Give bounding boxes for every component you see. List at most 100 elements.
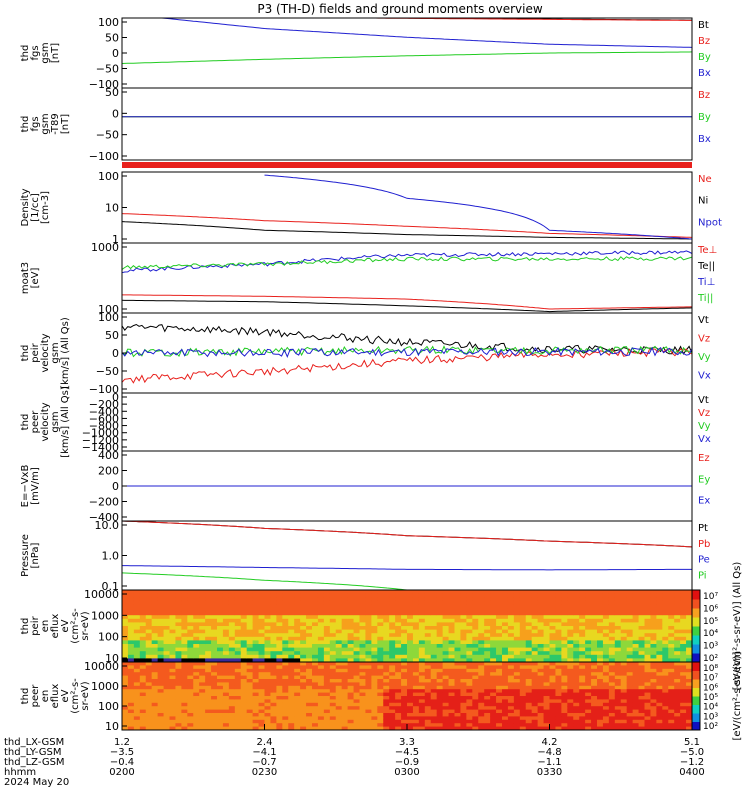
legend-vx: Vx xyxy=(698,434,711,445)
x-tick-value: 2.4 xyxy=(257,737,273,748)
x-tick-value: −4.1 xyxy=(252,747,276,758)
y-tick-label: 1000 xyxy=(91,680,119,693)
legend-pb: Pb xyxy=(698,539,710,550)
y-axis-label: thd xyxy=(20,618,31,635)
y-tick-label: −50 xyxy=(96,129,119,142)
legend-ez: Ez xyxy=(698,453,710,464)
spectrogram xyxy=(122,662,693,731)
y-axis-label: peer xyxy=(30,410,41,434)
x-tick-value: 3.3 xyxy=(399,737,415,748)
panel-8: 10.0 1.0 0.1 Pressure [nPa] Pt Pb Pe Pi xyxy=(20,519,710,593)
x-row-label: hhmm xyxy=(4,767,36,778)
x-row-label: thd_LX-GSM xyxy=(4,737,64,748)
y-tick-label: 10 xyxy=(105,202,119,215)
series-line-pi xyxy=(121,572,692,591)
y-tick-label: −1200 xyxy=(82,434,119,447)
colorbar-tick-label: 10⁴ xyxy=(703,703,718,713)
legend-ni: Ni xyxy=(698,196,708,207)
y-axis-label: gsm xyxy=(50,411,61,432)
y-axis-label: [nT] xyxy=(50,43,61,63)
y-axis-label: gsm xyxy=(50,342,61,363)
y-axis-label: [mV/m] xyxy=(30,467,41,505)
y-tick-label: −1400 xyxy=(82,441,119,454)
x-tick-value: −0.9 xyxy=(395,757,419,768)
y-tick-label: −50 xyxy=(96,365,119,378)
colorbar-tick-label: 10⁸ xyxy=(703,664,718,674)
y-axis-label: [km/s] (All Qs) xyxy=(60,317,71,389)
x-tick-value: 0230 xyxy=(252,767,277,778)
y-axis-label: thd xyxy=(20,414,31,431)
legend-vz: Vz xyxy=(698,334,710,345)
legend-te: Te|| xyxy=(697,261,715,272)
series-line-vz xyxy=(121,347,693,384)
y-axis-label: [eV] xyxy=(30,268,41,289)
legend-vt: Vt xyxy=(698,395,709,406)
colorbar-tick-label: 10⁷ xyxy=(703,592,718,602)
series-line-te xyxy=(122,294,693,310)
series-line-ti xyxy=(121,250,693,274)
legend-te: Te⊥ xyxy=(697,245,717,256)
y-axis-label: E=−VxB xyxy=(20,465,31,508)
y-tick-label: 100 xyxy=(98,303,119,316)
y-axis-label: peir xyxy=(30,342,41,362)
y-tick-label: 0 xyxy=(112,107,119,120)
y-tick-label: −100 xyxy=(89,383,119,396)
y-axis-label: (cm²-s- xyxy=(70,608,81,644)
legend-bt: Bt xyxy=(698,20,709,31)
colorbar-tick-label: 10⁵ xyxy=(703,617,718,627)
panel-4: 1000 100 moat3 [eV] Te⊥ Te|| Ti⊥ Ti|| xyxy=(20,241,717,316)
y-axis-label: velocity xyxy=(40,333,51,372)
y-tick-label: −200 xyxy=(89,496,119,509)
panel-frame xyxy=(121,171,693,244)
colorbar-tick-label: 10² xyxy=(703,654,718,664)
x-tick-value: −4.8 xyxy=(537,747,561,758)
spectrogram xyxy=(122,590,693,663)
y-axis-label: sr-eV) xyxy=(80,611,91,640)
series-line-pb xyxy=(121,520,693,548)
y-tick-label: −200 xyxy=(89,398,119,411)
legend-pi: Pi xyxy=(698,570,707,581)
series-line-bx xyxy=(122,17,693,48)
y-axis-label: eflux xyxy=(50,684,61,709)
y-axis-label: thd xyxy=(20,345,31,362)
panel-frame xyxy=(121,520,693,591)
y-axis-label: eflux xyxy=(50,614,61,639)
y-axis-label: fgs xyxy=(30,45,41,60)
y-tick-label: −50 xyxy=(96,63,119,76)
colorbar-tick-label: 10³ xyxy=(703,712,718,722)
y-tick-label: 0 xyxy=(112,391,119,404)
y-tick-label: 100 xyxy=(98,170,119,183)
x-tick-value: −4.5 xyxy=(395,747,419,758)
panel-frame xyxy=(121,392,693,452)
x-row-label: 2024 May 20 xyxy=(4,777,69,788)
y-axis-label: -T89 xyxy=(50,113,61,135)
legend-vy: Vy xyxy=(698,352,711,363)
series-line-te xyxy=(121,299,693,313)
panel-3: 100 10 1 Density [1/cc] [cm-3] Ne Ni Npot xyxy=(20,170,722,246)
legend-bz: Bz xyxy=(698,90,710,101)
series-line-ti xyxy=(121,256,693,270)
x-tick-value: 0200 xyxy=(109,767,134,778)
colorbar-tick-label: 10⁷ xyxy=(703,674,718,684)
legend-bz: Bz xyxy=(698,36,710,47)
y-tick-label: 10000 xyxy=(84,660,119,673)
y-tick-label: 0 xyxy=(112,47,119,60)
legend-ey: Ey xyxy=(698,474,710,485)
x-row-label: thd_LY-GSM xyxy=(4,747,61,758)
panel-7: 400 200 0 −200 −400 E=−VxB [mV/m] Ez Ey Ex xyxy=(20,449,710,524)
series-line-vt xyxy=(121,323,693,355)
x-tick-value: −5.0 xyxy=(680,747,704,758)
y-tick-label: 100 xyxy=(98,311,119,324)
x-tick-value: −0.4 xyxy=(110,757,134,768)
y-axis-label: eV xyxy=(60,689,71,702)
legend-pe: Pe xyxy=(698,555,710,566)
colorbar-tick-label: 10² xyxy=(703,722,718,732)
panel-frame xyxy=(121,87,693,161)
y-axis-label: [km/s] (All Qs) xyxy=(60,386,71,458)
y-tick-label: 400 xyxy=(98,449,119,462)
data-gap-band xyxy=(122,162,692,168)
y-axis-label: [nPa] xyxy=(30,542,41,568)
